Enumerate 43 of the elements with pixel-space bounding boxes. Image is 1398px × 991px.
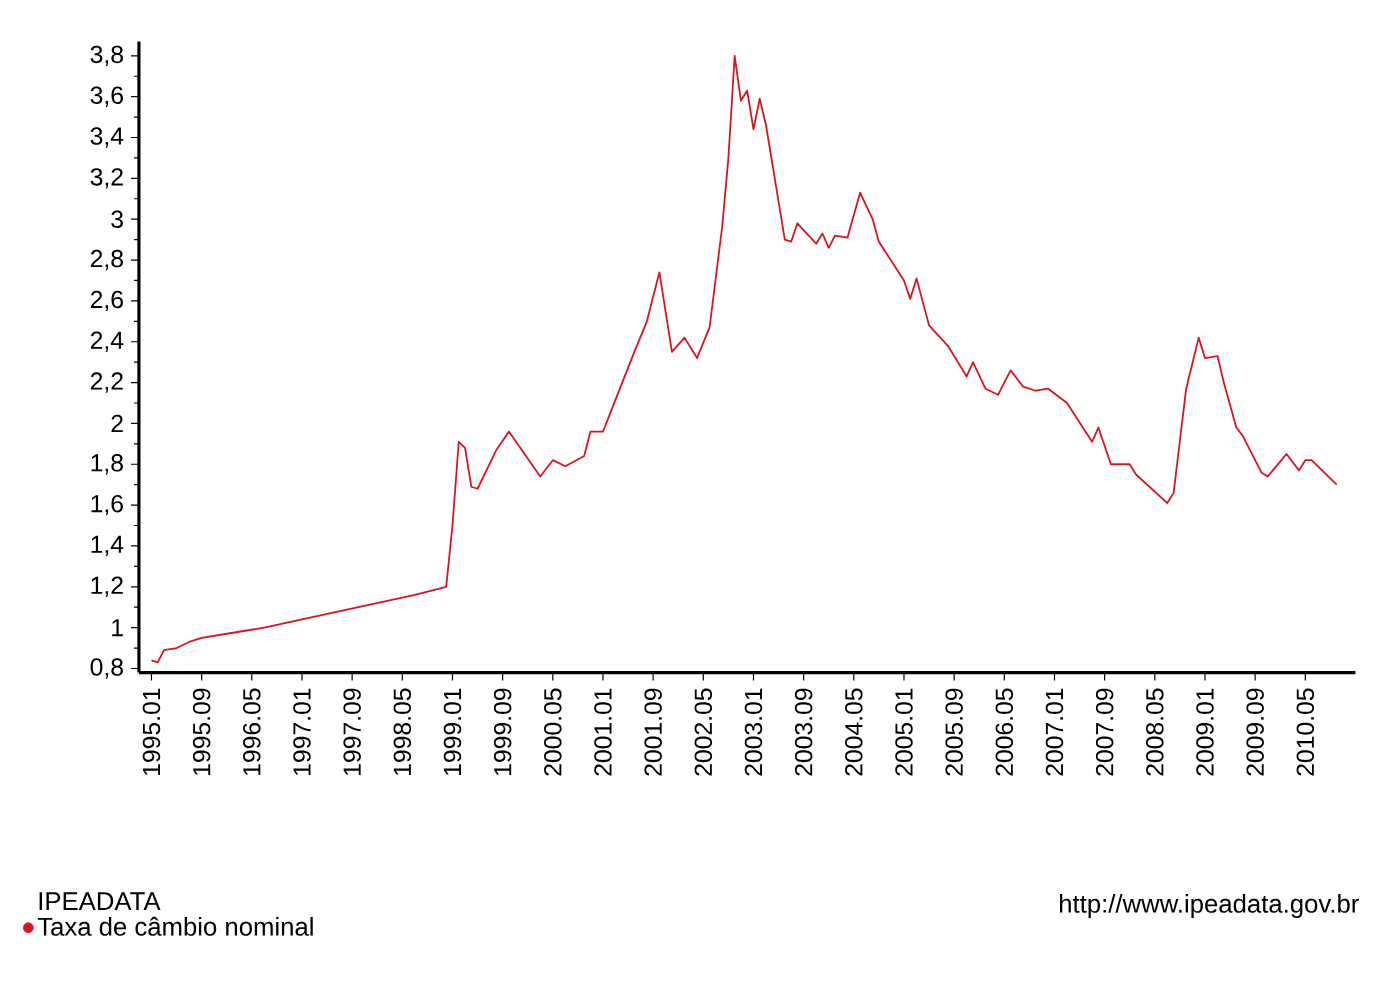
x-tick-label: 2001.01 — [594, 688, 612, 776]
x-tick-label: 1995.09 — [192, 688, 211, 775]
y-tick-label: 3,8 — [90, 45, 123, 67]
x-tick-label: 2003.01 — [744, 688, 763, 776]
legend-title: IPEADATA — [39, 892, 161, 910]
y-tick-label: 1,4 — [91, 535, 124, 557]
y-tick-label: 1,6 — [91, 494, 123, 516]
x-tick-label: 2009.09 — [1246, 688, 1264, 776]
x-tick-label: 2003.09 — [794, 688, 813, 776]
y-tick-label: 3,2 — [90, 168, 123, 189]
x-tick-label: 2006.05 — [995, 688, 1014, 776]
x-tick-label: 1999.09 — [493, 688, 512, 775]
x-tick-label: 2001.09 — [644, 688, 662, 776]
y-tick-label: 1,2 — [91, 576, 123, 597]
y-tick-label: 3 — [111, 210, 123, 228]
x-tick-label: 2005.09 — [945, 688, 963, 776]
x-tick-label: 2009.01 — [1196, 688, 1214, 776]
x-tick-label: 2007.09 — [1095, 688, 1114, 776]
x-tick-label: 1995.01 — [142, 688, 161, 775]
x-tick-label: 1997.01 — [293, 688, 311, 775]
y-tick-label: 1 — [112, 619, 123, 637]
x-tick-label: 2008.05 — [1146, 688, 1164, 776]
y-tick-label: 2,6 — [90, 290, 123, 312]
y-tick-label: 3,4 — [90, 127, 124, 148]
x-tick-label: 1999.01 — [443, 688, 462, 775]
y-tick-label: 1,8 — [91, 454, 123, 475]
text: http://www.ipeadata.gov.br — [1059, 893, 1359, 918]
y-tick-label: 2,2 — [90, 372, 123, 393]
x-tick-label: 2007.01 — [1045, 688, 1064, 776]
x-tick-label: 2004.05 — [845, 688, 863, 776]
x-tick-label: 1996.05 — [243, 688, 261, 775]
x-tick-label: 1998.05 — [393, 688, 412, 775]
y-tick-label: 2,8 — [90, 249, 123, 271]
x-tick-label: 2002.05 — [694, 688, 713, 776]
x-tick-label: 2010.05 — [1296, 688, 1315, 776]
x-tick-label: 2005.01 — [895, 688, 913, 776]
y-tick-label: 2 — [111, 414, 123, 433]
y-tick-label: 2,4 — [90, 331, 124, 352]
x-tick-label: 2000.05 — [544, 688, 562, 776]
legend-label: Taxa de câmbio nominal — [37, 916, 313, 936]
y-tick-label: 0,8 — [90, 658, 123, 679]
y-tick-label: 3,6 — [90, 86, 123, 107]
x-tick-label: 1997.09 — [343, 688, 361, 775]
